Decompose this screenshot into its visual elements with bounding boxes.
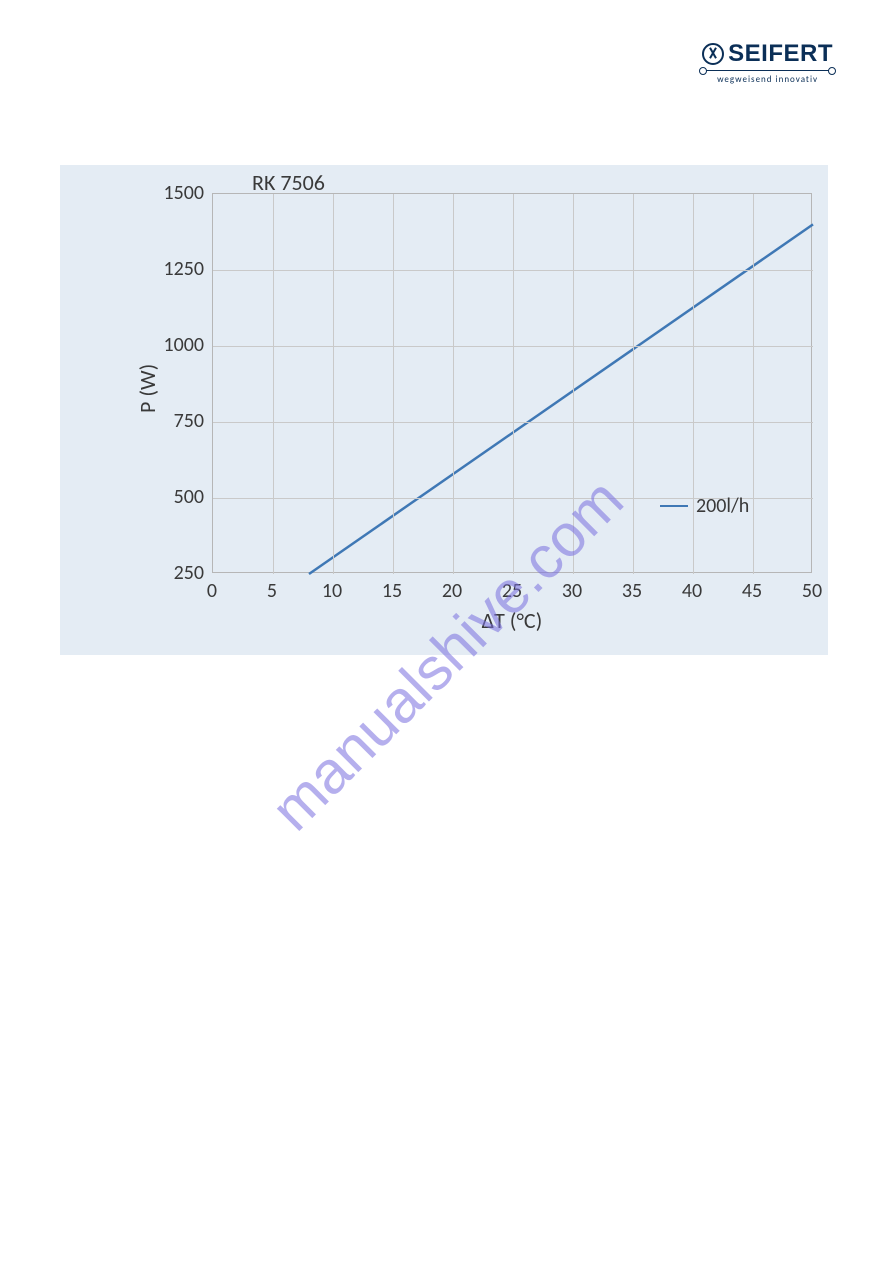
x-tick: 40 (682, 579, 702, 603)
x-axis-label: ΔT (°C) (482, 607, 543, 634)
y-tick: 250 (174, 561, 204, 585)
x-tick: 10 (322, 579, 342, 603)
brand-name: SEIFERT (728, 40, 833, 68)
y-tick: 1000 (163, 333, 204, 357)
legend-swatch (660, 505, 688, 507)
x-tick: 5 (267, 579, 277, 603)
gridline-v (273, 194, 274, 574)
gridline-v (453, 194, 454, 574)
x-tick: 15 (382, 579, 402, 603)
x-tick: 35 (622, 579, 642, 603)
legend-label: 200l/h (696, 494, 749, 518)
brand-tagline: wegweisend innovativ (702, 74, 833, 85)
y-axis-label: P (W) (134, 364, 161, 413)
x-tick: 50 (802, 579, 822, 603)
gridline-v (393, 194, 394, 574)
logo-divider (702, 70, 833, 71)
gridline-v (513, 194, 514, 574)
x-tick: 0 (207, 579, 217, 603)
chart-title: RK 7506 (252, 169, 325, 196)
brand-logo: SEIFERT wegweisend innovativ (702, 40, 833, 85)
fan-icon (702, 43, 724, 65)
series-line (309, 224, 813, 574)
gridline-v (573, 194, 574, 574)
gridline-h (213, 422, 813, 423)
x-tick: 25 (502, 579, 522, 603)
gridline-h (213, 270, 813, 271)
gridline-v (333, 194, 334, 574)
y-tick: 750 (174, 409, 204, 433)
x-tick: 45 (742, 579, 762, 603)
y-tick: 500 (174, 485, 204, 509)
x-tick: 30 (562, 579, 582, 603)
performance-chart: RK 7506 P (W) ΔT (°C) 200l/h 0 5 10 15 20 25 3… (60, 165, 828, 655)
legend: 200l/h (660, 494, 749, 518)
x-tick: 20 (442, 579, 462, 603)
gridline-v (753, 194, 754, 574)
y-tick: 1500 (163, 181, 204, 205)
y-tick: 1250 (163, 257, 204, 281)
gridline-v (633, 194, 634, 574)
gridline-h (213, 346, 813, 347)
